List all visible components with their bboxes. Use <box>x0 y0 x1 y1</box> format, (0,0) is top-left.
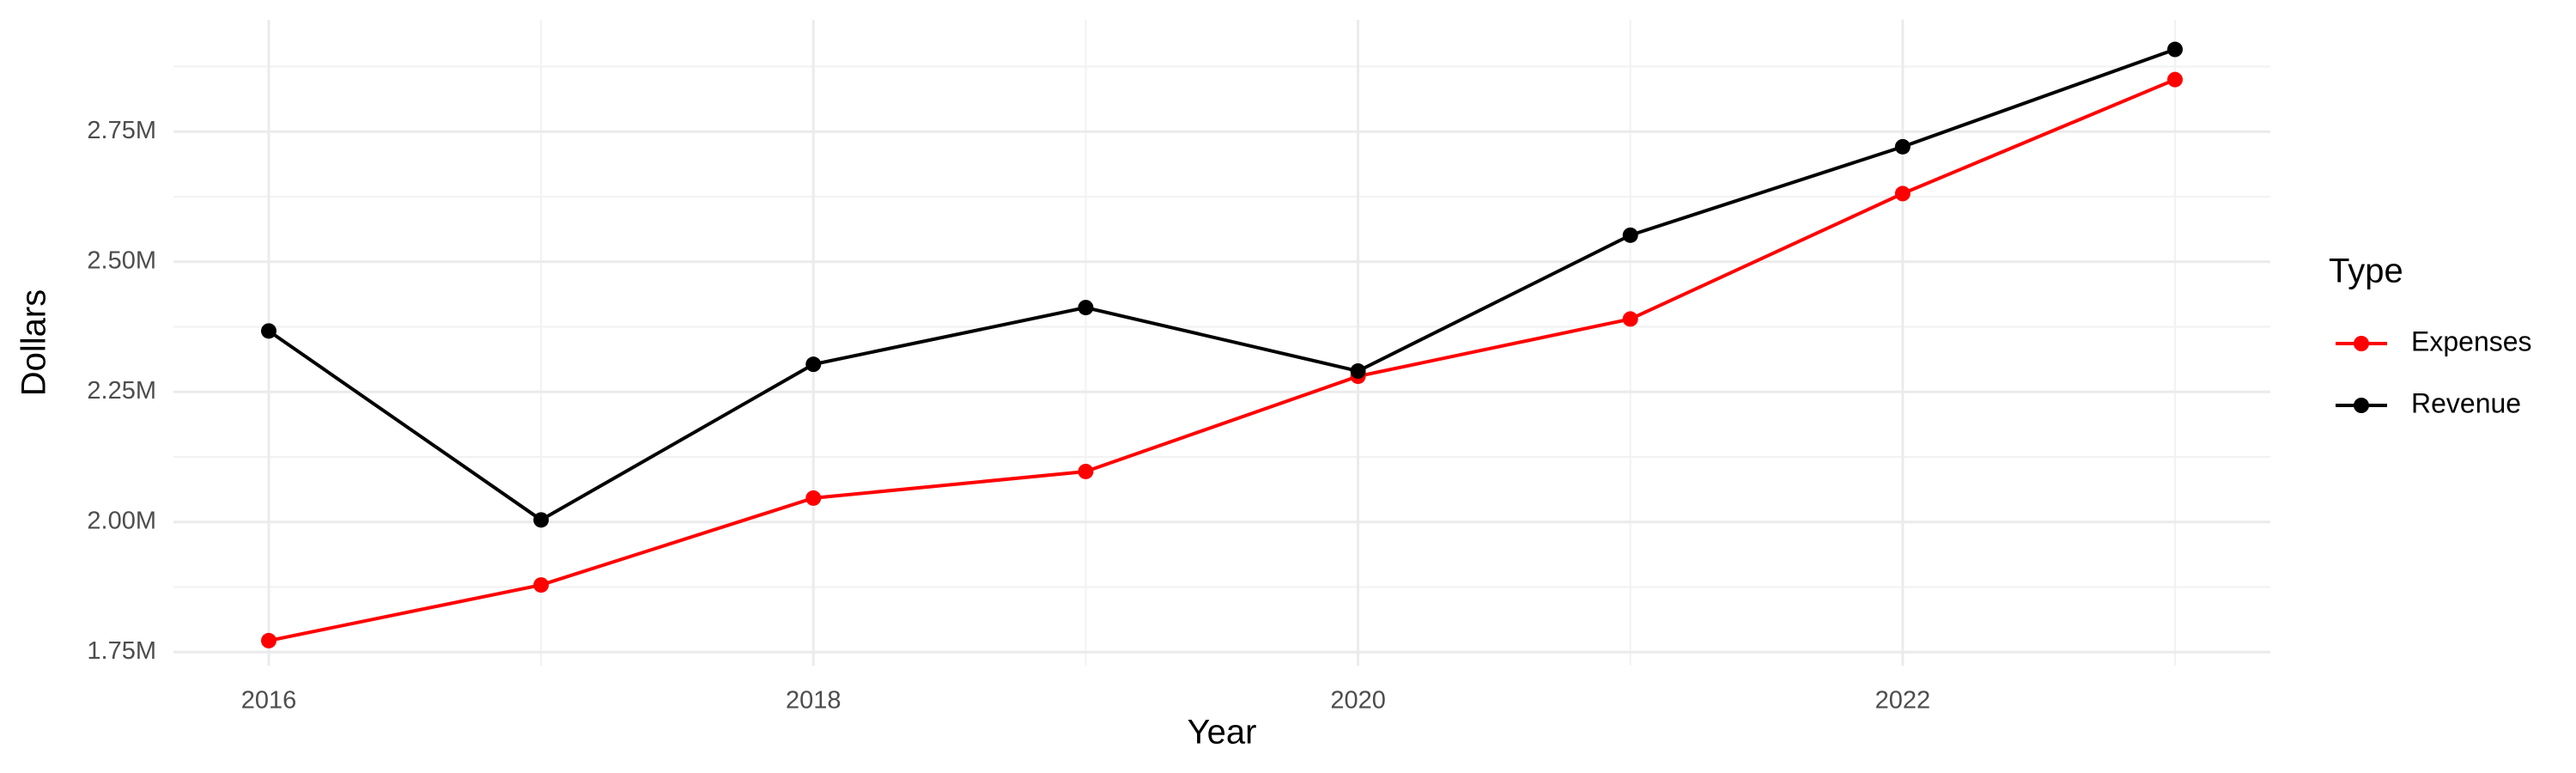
y-tick-label: 1.75M <box>87 637 156 665</box>
data-point <box>1894 138 1911 155</box>
data-point <box>1078 300 1094 316</box>
x-tick-label: 2020 <box>1330 687 1386 715</box>
legend-key-point <box>2354 336 2369 351</box>
legend-key-point <box>2354 398 2369 413</box>
y-tick-label: 2.75M <box>87 117 156 144</box>
data-point <box>1078 463 1094 479</box>
data-point <box>1350 363 1366 380</box>
series-line <box>267 47 2176 522</box>
data-point <box>261 632 276 648</box>
data-point <box>805 490 822 506</box>
y-tick-label: 2.00M <box>87 507 156 534</box>
data-point <box>1894 186 1911 202</box>
legend-label: Revenue <box>2411 387 2521 418</box>
data-point <box>533 512 550 528</box>
data-point <box>805 356 822 373</box>
y-tick-label: 2.50M <box>87 247 156 274</box>
x-tick-label: 2016 <box>241 687 297 715</box>
data-point <box>261 323 276 339</box>
x-tick-label: 2022 <box>1875 687 1931 715</box>
x-axis-title: Year <box>1188 714 1257 752</box>
legend-title: Type <box>2329 253 2403 290</box>
legend-label: Expenses <box>2411 326 2532 356</box>
series-line <box>268 77 2176 642</box>
data-point <box>1622 227 1638 243</box>
data-point <box>1622 311 1638 327</box>
y-axis-title: Dollars <box>15 289 53 396</box>
data-point <box>533 577 550 593</box>
data-point <box>2167 41 2183 58</box>
x-tick-label: 2018 <box>786 687 841 715</box>
data-point <box>2167 71 2183 88</box>
y-tick-label: 2.25M <box>87 377 156 405</box>
